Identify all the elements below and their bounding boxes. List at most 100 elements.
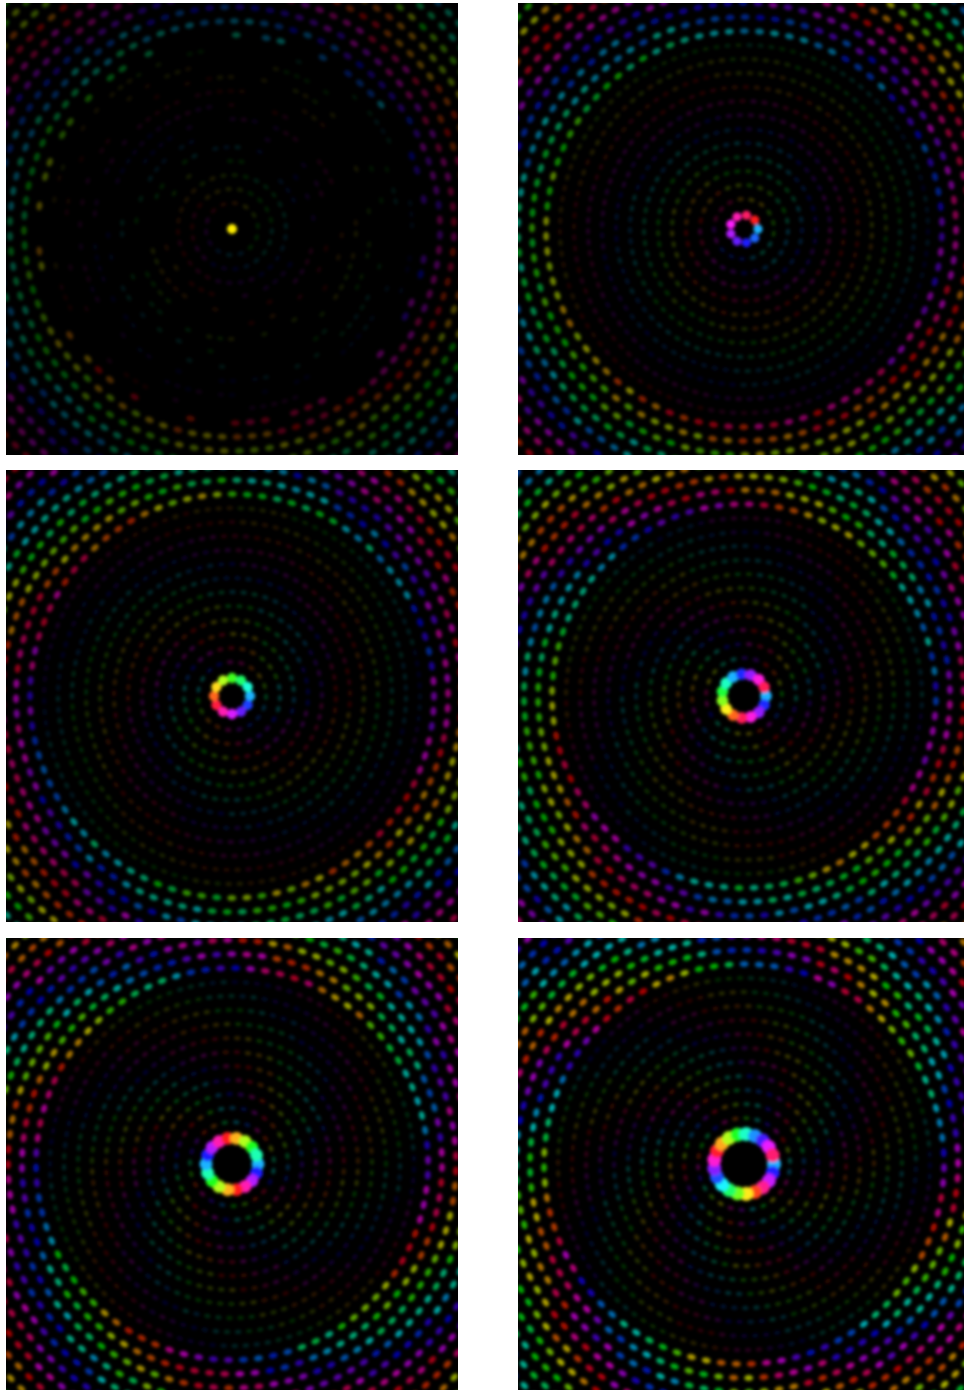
- ring-blob: [35, 922, 46, 932]
- ring-blob: [437, 923, 448, 933]
- ring-blob: [740, 927, 749, 933]
- ring-blob: [50, 457, 61, 467]
- ring-blob: [431, 692, 437, 701]
- ring-blob: [229, 520, 235, 524]
- ring-blob: [578, 456, 589, 466]
- ring-blob: [71, 454, 82, 464]
- ring-blob: [461, 185, 468, 195]
- ring-blob: [296, 926, 306, 934]
- ring-blob: [0, 521, 7, 532]
- ring-blob: [506, 170, 514, 180]
- ring-blob: [754, 459, 763, 466]
- ring-blob: [60, 458, 71, 468]
- core-lobe: [753, 224, 762, 233]
- ring-blob: [457, 668, 464, 678]
- ring-blob: [754, 926, 763, 933]
- core-lobe: [758, 681, 770, 693]
- ring-blob: [460, 831, 470, 842]
- ring-blob: [458, 275, 466, 285]
- ring-blob: [221, 923, 230, 929]
- ring-blob: [769, 460, 779, 467]
- ring-blob: [447, 0, 458, 3]
- diffraction-panel: [0, 926, 470, 1391]
- ring-blob: [0, 715, 7, 725]
- page: (() => { JSON.parse(document.getElementB…: [0, 0, 964, 1391]
- ring-blob: [27, 691, 33, 700]
- ring-blob: [617, 459, 628, 468]
- ring-blob: [111, 461, 122, 470]
- ring-blob: [566, 924, 577, 934]
- ring-blob: [300, 1161, 304, 1167]
- ring-blob: [0, 831, 4, 842]
- ring-blob: [507, 684, 513, 693]
- ring-blob: [507, 699, 513, 708]
- ring-blob: [136, 458, 147, 467]
- core-lobe: [211, 700, 221, 710]
- ring-blob: [343, 461, 354, 470]
- ring-blob: [534, 0, 545, 1]
- ring-blob: [555, 456, 566, 466]
- center-spot: [227, 224, 237, 234]
- ring-blob: [647, 922, 658, 931]
- ring-blob: [742, 530, 748, 534]
- ring-blob: [807, 0, 817, 3]
- ring-blob: [370, 460, 381, 470]
- ring-blob: [934, 458, 945, 468]
- ring-blob: [271, 0, 281, 1]
- ring-blob: [529, 223, 535, 232]
- ring-blob: [229, 1288, 235, 1292]
- ring-blob: [506, 773, 515, 783]
- ring-blob: [158, 458, 168, 466]
- ring-blob: [148, 923, 158, 932]
- ring-blob: [646, 462, 657, 471]
- ring-blob: [863, 461, 874, 471]
- ring-blob: [183, 457, 193, 465]
- ring-blob: [506, 809, 515, 820]
- ring-blob: [535, 458, 546, 468]
- ring-blob: [741, 816, 747, 820]
- ring-blob: [460, 349, 470, 360]
- ring-blob: [741, 411, 747, 415]
- ring-blob: [724, 926, 733, 933]
- ring-blob: [586, 461, 597, 471]
- ring-blob: [605, 456, 616, 466]
- ring-blob: [228, 1302, 234, 1306]
- ring-blob: [673, 0, 683, 2]
- ring-blob: [740, 452, 749, 458]
- ring-blob: [920, 458, 931, 468]
- ring-blob: [305, 461, 315, 470]
- ring-blob: [510, 332, 519, 343]
- core-lobe: [750, 215, 759, 224]
- diffraction-panel: [0, 458, 470, 934]
- ring-blob: [0, 767, 5, 777]
- ring-blob: [0, 68, 7, 79]
- ring-blob: [741, 600, 747, 604]
- ring-blob: [458, 3, 469, 14]
- ring-blob: [872, 0, 883, 2]
- ring-blob: [457, 44, 467, 55]
- ring-blob: [507, 450, 518, 461]
- ring-blob: [459, 902, 469, 913]
- ring-blob: [784, 462, 794, 470]
- ring-blob: [507, 90, 517, 101]
- ring-blob: [234, 463, 243, 469]
- diffraction-panel: [506, 0, 964, 468]
- ring-blob: [342, 922, 353, 931]
- ring-blob: [458, 713, 465, 723]
- ring-blob: [902, 454, 913, 464]
- ring-blob: [273, 457, 283, 465]
- ring-blob: [0, 685, 5, 694]
- core-lobe: [732, 237, 741, 246]
- ring-blob: [634, 693, 638, 699]
- ring-blob: [229, 562, 235, 566]
- ring-blob: [228, 491, 237, 497]
- ring-blob: [769, 925, 779, 932]
- ring-blob: [384, 1160, 388, 1166]
- ring-blob: [229, 812, 235, 816]
- ring-blob: [143, 462, 154, 471]
- ring-blob: [258, 459, 268, 466]
- ring-blob: [461, 314, 470, 325]
- ring-blob: [229, 1274, 235, 1278]
- core-lobe: [209, 691, 219, 701]
- ring-blob: [383, 454, 394, 464]
